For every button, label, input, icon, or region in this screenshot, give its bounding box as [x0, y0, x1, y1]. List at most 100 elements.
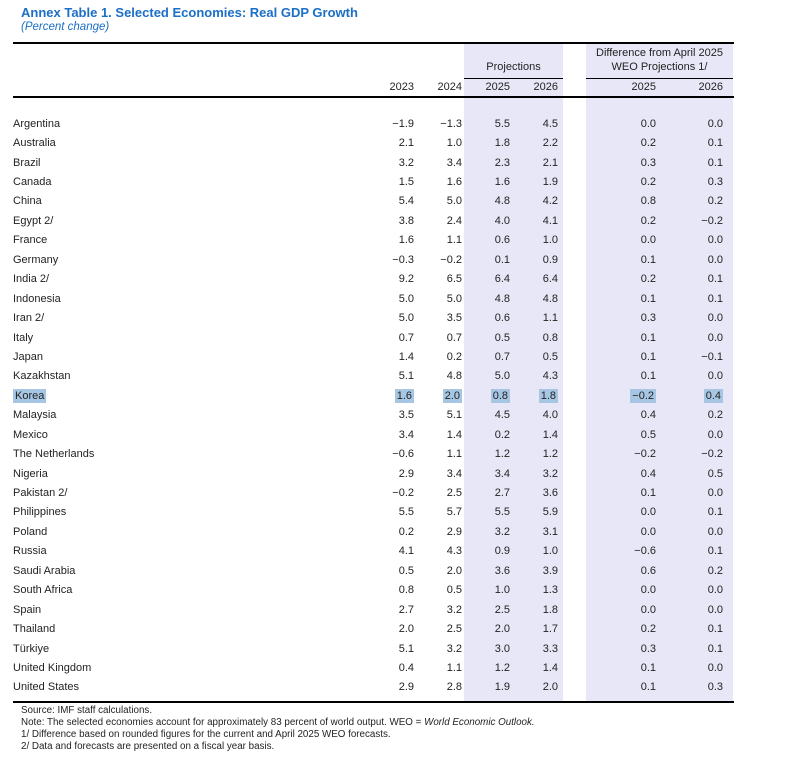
value-proj-2025: 3.4	[494, 467, 510, 480]
country-cell: Kazakhstan	[13, 367, 362, 386]
value-cell-diff-2025: 0.1	[558, 678, 656, 697]
value-cell-diff-2026: 0.0	[656, 600, 734, 619]
value-diff-2025: 0.1	[640, 292, 656, 305]
value-cell-proj-2025: 5.5	[462, 503, 510, 522]
value-cell-proj-2025: 0.5	[462, 328, 510, 347]
value-cell-2024: 1.1	[414, 231, 462, 250]
value-proj-2025: 4.8	[494, 292, 510, 305]
gdp-growth-table: Argentina −1.9 −1.3 5.5 4.5 0.0 0.0 Aust…	[13, 98, 734, 697]
value-proj-2026: 3.1	[542, 525, 558, 538]
table-row: Japan 1.4 0.2 0.7 0.5 0.1 −0.1	[13, 347, 734, 366]
value-diff-2026: 0.1	[707, 292, 723, 305]
country-label: South Africa	[13, 584, 73, 597]
value-cell-2024: 3.4	[414, 153, 462, 172]
value-cell-2023: 5.1	[362, 367, 414, 386]
table-row: Mexico 3.4 1.4 0.2 1.4 0.5 0.0	[13, 425, 734, 444]
value-diff-2025: 0.4	[640, 409, 656, 422]
country-cell: Korea	[13, 386, 362, 405]
country-cell: Brazil	[13, 153, 362, 172]
value-cell-proj-2026: 6.4	[510, 270, 558, 289]
value-cell-2023: 4.1	[362, 542, 414, 561]
value-diff-2026: 0.0	[707, 234, 723, 247]
value-cell-diff-2026: 0.0	[656, 231, 734, 250]
value-cell-diff-2025: 0.0	[558, 581, 656, 600]
value-cell-2024: 1.1	[414, 658, 462, 677]
value-diff-2025: 0.0	[640, 117, 656, 130]
value-cell-diff-2026: 0.1	[656, 133, 734, 152]
country-cell: Mexico	[13, 425, 362, 444]
country-label: Italy	[13, 331, 34, 344]
country-label: United Kingdom	[13, 661, 92, 674]
value-cell-proj-2026: 4.1	[510, 211, 558, 230]
value-diff-2025: 0.2	[640, 176, 656, 189]
value-diff-2025: 0.0	[640, 603, 656, 616]
country-cell: Egypt 2/	[13, 211, 362, 230]
table-subtitle: (Percent change)	[21, 21, 110, 33]
country-cell: Argentina	[13, 114, 362, 133]
value-cell-diff-2026: 0.0	[656, 367, 734, 386]
value-diff-2025: 0.2	[640, 273, 656, 286]
value-cell-diff-2025: 0.1	[558, 250, 656, 269]
value-2023: 5.1	[398, 370, 414, 383]
value-2024: −0.2	[440, 253, 462, 266]
value-2023: 5.5	[398, 506, 414, 519]
table-row: Brazil 3.2 3.4 2.3 2.1 0.3 0.1	[13, 153, 734, 172]
value-cell-proj-2025: 0.9	[462, 542, 510, 561]
value-diff-2025: 0.1	[640, 681, 656, 694]
value-proj-2025: 6.4	[494, 273, 510, 286]
value-cell-proj-2025: 4.8	[462, 192, 510, 211]
value-diff-2026: 0.0	[707, 487, 723, 500]
table-row: Kazakhstan 5.1 4.8 5.0 4.3 0.1 0.0	[13, 367, 734, 386]
value-cell-2023: −0.2	[362, 483, 414, 502]
value-cell-proj-2025: 2.5	[462, 600, 510, 619]
value-proj-2025: 0.7	[494, 350, 510, 363]
value-cell-2024: 3.2	[414, 600, 462, 619]
value-cell-proj-2025: 0.6	[462, 231, 510, 250]
country-cell: Philippines	[13, 503, 362, 522]
value-cell-diff-2025: 0.1	[558, 658, 656, 677]
value-cell-2024: 1.6	[414, 172, 462, 191]
value-2024: 1.0	[446, 137, 462, 150]
value-cell-2024: 2.8	[414, 678, 462, 697]
value-cell-proj-2026: 1.3	[510, 581, 558, 600]
value-cell-diff-2026: −0.2	[656, 444, 734, 463]
value-cell-diff-2025: 0.0	[558, 522, 656, 541]
country-cell: India 2/	[13, 270, 362, 289]
value-cell-proj-2026: 4.2	[510, 192, 558, 211]
projections-band	[464, 43, 563, 701]
value-diff-2025: 0.6	[640, 564, 656, 577]
projections-group-header: Projections	[486, 61, 541, 73]
value-2023: 1.5	[398, 176, 414, 189]
value-2024: 3.2	[446, 603, 462, 616]
value-cell-diff-2026: 0.2	[656, 406, 734, 425]
value-proj-2025: 3.0	[494, 642, 510, 655]
value-cell-2023: 3.2	[362, 153, 414, 172]
value-cell-2024: 2.4	[414, 211, 462, 230]
value-cell-proj-2025: 1.2	[462, 444, 510, 463]
value-proj-2026: 1.8	[538, 388, 558, 403]
value-2023: 5.4	[398, 195, 414, 208]
country-cell: United Kingdom	[13, 658, 362, 677]
value-2023: 5.1	[398, 642, 414, 655]
value-proj-2025: 3.2	[494, 525, 510, 538]
value-cell-2023: 0.4	[362, 658, 414, 677]
country-label: China	[13, 195, 42, 208]
value-proj-2026: 1.7	[542, 623, 558, 636]
value-2023: −0.6	[392, 448, 414, 461]
value-cell-2023: −0.3	[362, 250, 414, 269]
value-cell-diff-2026: 0.2	[656, 192, 734, 211]
table-row: Italy 0.7 0.7 0.5 0.8 0.1 0.0	[13, 328, 734, 347]
value-diff-2025: 0.1	[640, 253, 656, 266]
value-cell-diff-2025: 0.3	[558, 639, 656, 658]
value-cell-proj-2026: 2.1	[510, 153, 558, 172]
value-cell-2023: 5.0	[362, 308, 414, 327]
value-2024: 3.2	[446, 642, 462, 655]
value-proj-2026: 0.5	[542, 350, 558, 363]
value-2023: −1.9	[392, 117, 414, 130]
value-cell-2024: 2.0	[414, 386, 462, 405]
value-cell-proj-2025: 0.6	[462, 308, 510, 327]
value-cell-2023: 5.5	[362, 503, 414, 522]
value-cell-diff-2026: 0.1	[656, 542, 734, 561]
value-proj-2026: 2.2	[542, 137, 558, 150]
value-cell-diff-2025: 0.0	[558, 114, 656, 133]
